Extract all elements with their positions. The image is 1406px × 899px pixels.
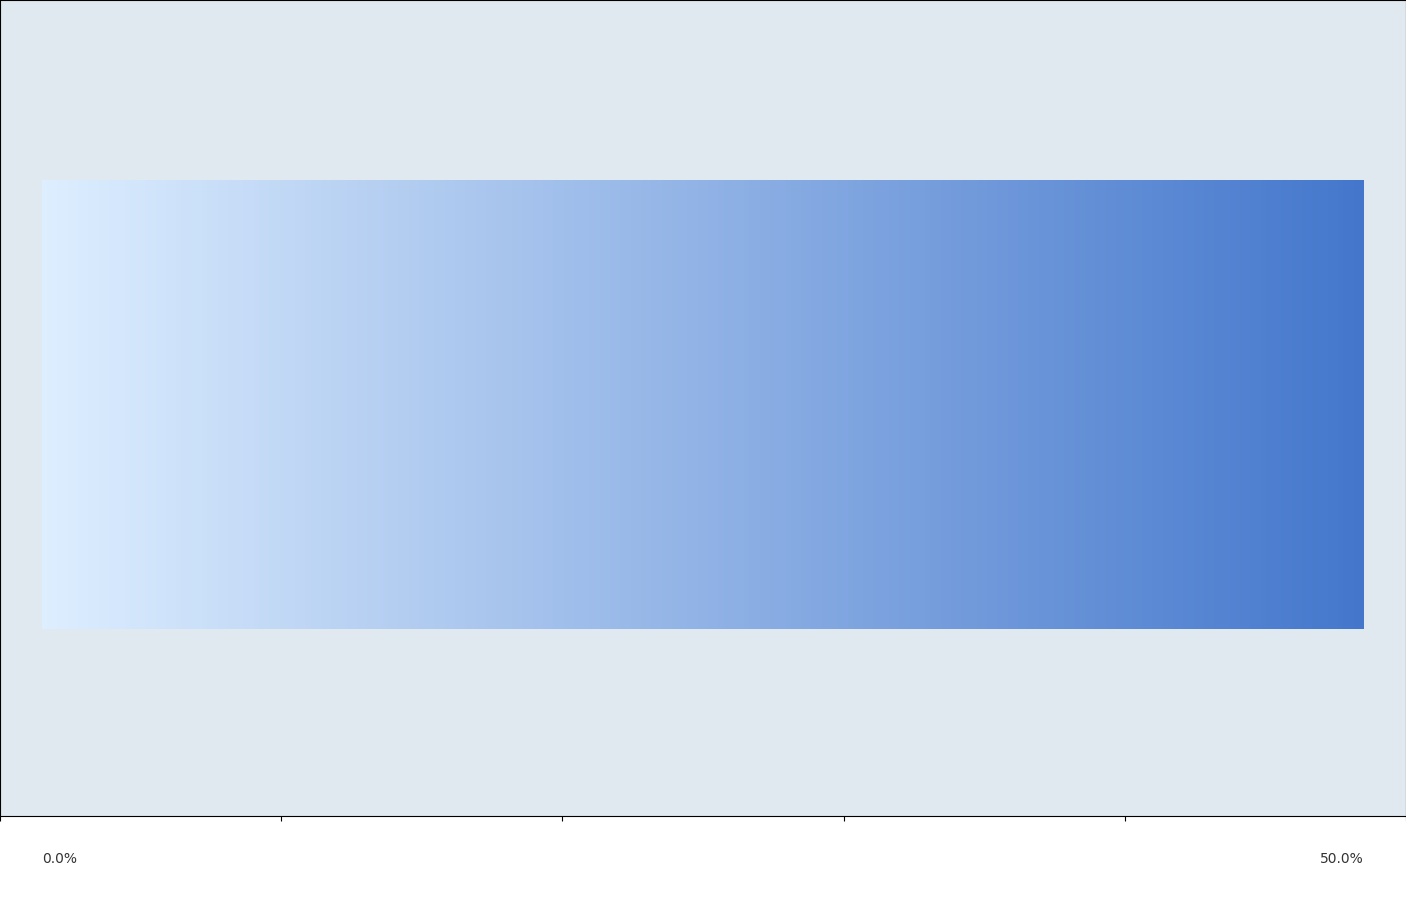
Text: Cartopy not available: Cartopy not available	[583, 398, 823, 418]
Text: 50.0%: 50.0%	[1320, 851, 1364, 866]
Text: 0.0%: 0.0%	[42, 851, 77, 866]
